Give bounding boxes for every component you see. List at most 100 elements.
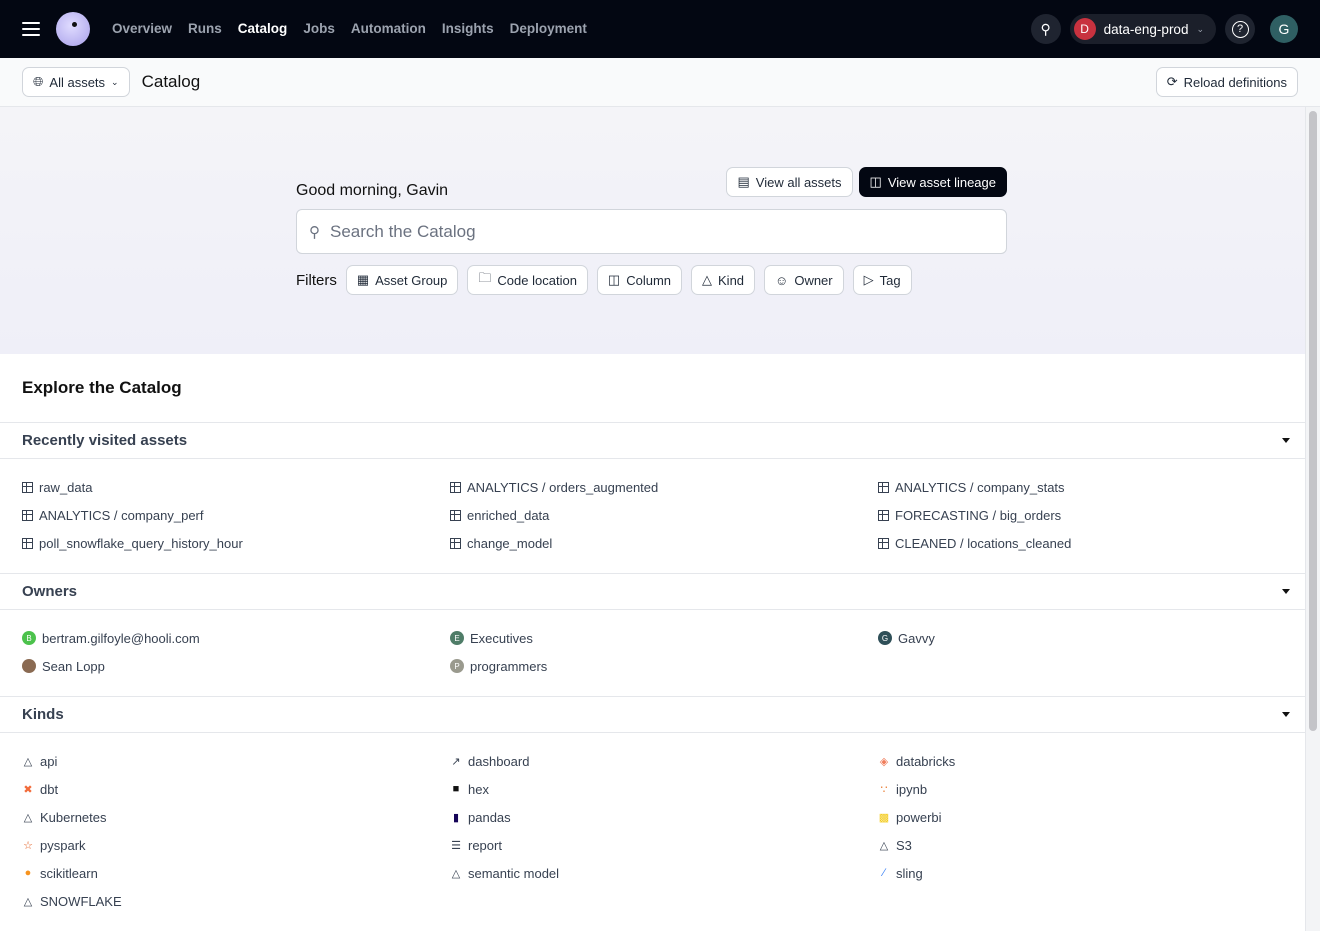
filter-column-button[interactable]: ◫ Column [596,265,683,295]
nav-runs[interactable]: Runs [188,21,222,36]
item-label: api [40,753,58,769]
item-label: dbt [40,781,59,797]
menu-icon[interactable] [22,22,40,36]
nav-overview[interactable]: Overview [112,21,173,36]
list-item[interactable]: △ api [22,747,450,775]
filter-label: Tag [879,272,901,288]
table-icon [878,481,889,493]
list-item[interactable]: E Executives [450,624,878,652]
catalog-search-input[interactable]: ⚲ Search the Catalog [296,209,1007,254]
item-label: CLEANED / locations_cleaned [895,535,1072,551]
list-item[interactable]: CLEANED / locations_cleaned [878,529,1278,557]
list-item[interactable]: ∕ sling [878,859,1278,887]
item-label: sling [896,865,923,881]
item-label: Sean Lopp [42,658,105,674]
filter-asset-group-button[interactable]: ▦ Asset Group [345,265,459,295]
filter-code-location-button[interactable]: 🗀︎ Code location [467,265,588,295]
nav-jobs[interactable]: Jobs [303,21,335,36]
table-icon [450,481,461,493]
list-item[interactable]: △ semantic model [450,859,878,887]
item-label: S3 [896,837,912,853]
section-kinds: Kinds △ api ↗ dashboard ◈ databricks ✖ dbt ■ hex ∵ i… [0,696,1320,931]
section-title: Recently visited assets [22,432,188,449]
scope-label: All assets [49,74,106,90]
filter-label: Asset Group [375,272,448,288]
list-item[interactable]: △ SNOWFLAKE [22,887,450,915]
user-avatar[interactable]: G [1270,15,1298,43]
caret-down-icon[interactable] [1282,589,1290,594]
nav-automation[interactable]: Automation [350,21,426,36]
section-title: Kinds [22,706,64,723]
nav-insights[interactable]: Insights [441,21,494,36]
list-item[interactable]: G Gavvy [878,624,1278,652]
item-label: Executives [470,630,533,646]
item-label: hex [468,781,489,797]
lineage-icon: ◫ [869,174,882,189]
search-placeholder: Search the Catalog [330,221,476,241]
table-icon [450,509,461,521]
scrollbar[interactable] [1305,107,1320,931]
search-button[interactable]: ⚲ [1030,14,1061,44]
view-lineage-label: View asset lineage [887,174,996,190]
deployment-switcher[interactable]: D data-eng-prod ⌄ [1069,14,1216,44]
filter-owner-button[interactable]: ☺ Owner [764,265,844,295]
item-label: scikitlearn [40,865,98,881]
list-item[interactable]: ▩ powerbi [878,803,1278,831]
item-label: ANALYTICS / company_perf [39,507,204,523]
list-item[interactable]: ✖ dbt [22,775,450,803]
scrollbar-thumb[interactable] [1309,111,1317,731]
asset-scope-dropdown[interactable]: 🌐︎ All assets ⌄ [22,67,130,97]
list-item[interactable]: Sean Lopp [22,652,450,680]
search-icon: ⚲ [1040,20,1051,37]
section-header[interactable]: Recently visited assets [0,423,1320,459]
dagster-logo[interactable] [56,12,90,46]
list-item[interactable]: poll_snowflake_query_history_hour [22,529,450,557]
hex-icon: ■ [452,783,460,795]
reload-definitions-button[interactable]: ⟳ Reload definitions [1155,67,1298,97]
owner-icon: ☺ [775,272,789,288]
section-header[interactable]: Kinds [0,697,1320,733]
help-button[interactable]: ? [1225,14,1255,44]
list-item[interactable]: ◈ databricks [878,747,1278,775]
asset-group-icon: ▦ [356,272,370,287]
list-item[interactable]: ANALYTICS / company_stats [878,473,1278,501]
chevron-down-icon: ⌄ [111,76,119,87]
list-item[interactable]: △ Kubernetes [22,803,450,831]
globe-icon: 🌐︎ [33,74,44,89]
list-item[interactable]: ∵ ipynb [878,775,1278,803]
list-item[interactable]: ■ hex [450,775,878,803]
section-header[interactable]: Owners [0,574,1320,610]
list-item[interactable]: enriched_data [450,501,878,529]
table-icon [878,509,889,521]
filters-bar: Filters ▦ Asset Group 🗀︎ Code location ◫ Colum… [296,265,912,295]
list-item[interactable]: △ S3 [878,831,1278,859]
caret-down-icon[interactable] [1282,712,1290,717]
owner-avatar: E [450,631,464,645]
list-item[interactable]: ▮ pandas [450,803,878,831]
view-all-assets-button[interactable]: ▤ View all assets [726,167,853,197]
filter-tag-button[interactable]: ▷ Tag [852,265,912,295]
filter-kind-button[interactable]: △ Kind [691,265,756,295]
nav-deployment[interactable]: Deployment [509,21,587,36]
nav-catalog[interactable]: Catalog [237,21,288,36]
shapes-icon: △ [23,811,33,824]
list-item[interactable]: ☆ pyspark [22,831,450,859]
caret-down-icon[interactable] [1282,438,1290,443]
main-nav: Overview Runs Catalog Jobs Automation Insight… [112,20,603,38]
list-item[interactable]: ↗ dashboard [450,747,878,775]
list-item[interactable]: ☰ report [450,831,878,859]
scikitlearn-icon: ● [24,867,32,879]
report-icon: ☰ [451,839,461,852]
item-label: bertram.gilfoyle@hooli.com [42,630,200,646]
list-item[interactable]: ANALYTICS / company_perf [22,501,450,529]
list-item[interactable]: ANALYTICS / orders_augmented [450,473,878,501]
list-item[interactable]: FORECASTING / big_orders [878,501,1278,529]
list-item[interactable]: raw_data [22,473,450,501]
pyspark-icon: ☆ [23,839,33,852]
list-item[interactable]: change_model [450,529,878,557]
list-item[interactable]: ● scikitlearn [22,859,450,887]
view-asset-lineage-button[interactable]: ◫ View asset lineage [858,167,1007,197]
